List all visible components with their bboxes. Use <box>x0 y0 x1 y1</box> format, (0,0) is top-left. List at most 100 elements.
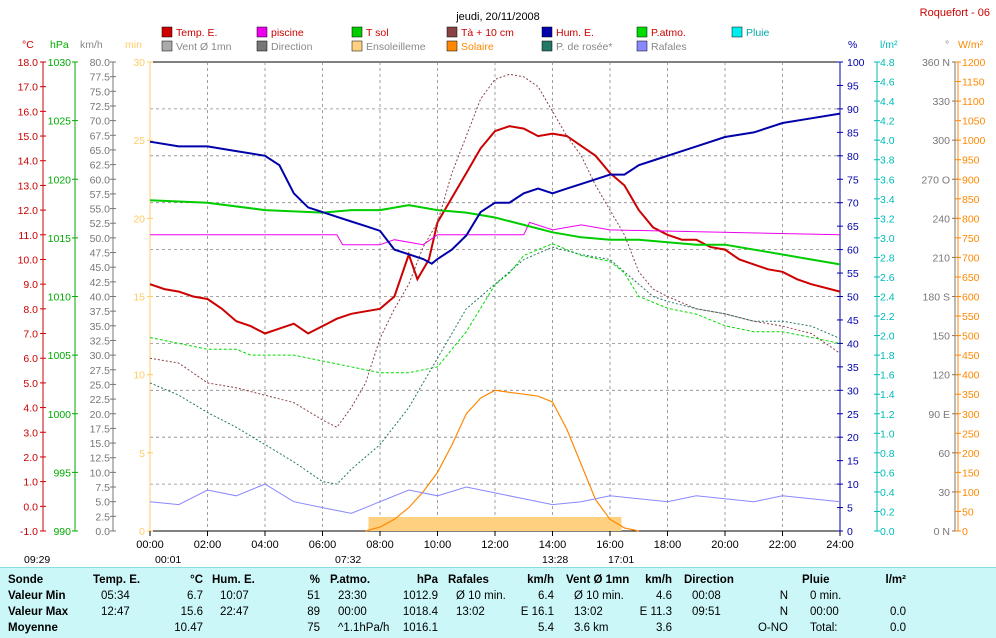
legend-swatch <box>636 40 648 52</box>
temp-axis-tick-label: 7.0 <box>23 329 38 341</box>
solar-axis-tick-label: 500 <box>962 331 980 343</box>
rain-axis-tick-label: 2.8 <box>880 252 895 264</box>
wind-axis-tick-label: 27.5 <box>90 365 111 377</box>
axis-unit: % <box>848 39 857 51</box>
wind-axis-tick-label: 0.0 <box>95 526 110 538</box>
hum-axis-tick-label: 15 <box>847 456 859 468</box>
temp-axis-tick-label: 13.0 <box>18 180 39 192</box>
stats-cell-value: 1012.9 <box>402 590 438 602</box>
rain-axis-tick-label: 4.6 <box>880 77 895 89</box>
stats-cell-value: N <box>779 590 788 602</box>
station-label: Roquefort - 06 <box>920 7 990 19</box>
min-axis-tick-label: 25 <box>133 135 145 147</box>
stats-cell-value: N <box>779 606 788 618</box>
pres-axis-tick-label: 995 <box>53 467 71 479</box>
sun-event-label: 17:01 <box>608 554 634 566</box>
pres-axis-tick-label: 1020 <box>48 174 72 186</box>
solar-axis-tick-label: 250 <box>962 428 980 440</box>
dir-axis-tick-label: 150 <box>932 331 950 343</box>
temp-axis-tick-label: 14.0 <box>18 156 39 168</box>
legend-label: Vent Ø 1mn <box>176 41 232 53</box>
wind-axis-tick-label: 12.5 <box>90 453 111 465</box>
stats-cell-time: Ø 10 min. <box>456 590 506 602</box>
solar-axis-tick-label: 850 <box>962 194 980 206</box>
rain-axis-tick-label: 0.6 <box>880 467 895 479</box>
pres-axis-tick-label: 1010 <box>48 292 72 304</box>
rain-axis-tick-label: 0.0 <box>880 526 895 538</box>
x-tick-label: 16:00 <box>596 539 624 551</box>
x-tick-label: 06:00 <box>309 539 337 551</box>
temp-axis-tick-label: 10.0 <box>18 254 39 266</box>
legend-swatch <box>161 40 173 52</box>
dir-axis-tick-label: 270 O <box>921 174 950 186</box>
wind-axis-tick-label: 77.5 <box>90 72 111 84</box>
solar-axis-tick-label: 950 <box>962 155 980 167</box>
temp-axis-tick-label: 17.0 <box>18 82 39 94</box>
legend-swatch <box>446 40 458 52</box>
min-axis-tick-label: 15 <box>133 292 145 304</box>
solar-axis-tick-label: 800 <box>962 213 980 225</box>
stats-header-unit: °C <box>190 574 203 586</box>
stats-cell-value: E 11.3 <box>639 606 672 618</box>
stats-header: Rafales <box>448 574 489 586</box>
hum-axis-tick-label: 80 <box>847 151 859 163</box>
hum-axis-tick-label: 100 <box>847 57 865 69</box>
stats-header: Pluie <box>802 574 830 586</box>
solar-axis-tick-label: 150 <box>962 467 980 479</box>
stats-cell-time: 00:00 <box>810 606 839 618</box>
axes: 18.0 17.0 16.0 15.0 14.0 13.0 12.0 11.0 10.0 9.0 8… <box>18 57 986 538</box>
stats-cell-value: 3.6 <box>656 622 672 634</box>
stats-cell-value: O-NO <box>757 622 788 634</box>
solar-axis-tick-label: 450 <box>962 350 980 362</box>
legend-swatch <box>161 26 173 38</box>
series-p-atmo- <box>149 243 841 374</box>
stats-cell-value: 5.4 <box>538 622 554 634</box>
wind-axis-tick-label: 67.5 <box>90 130 111 142</box>
wind-axis-tick-label: 52.5 <box>90 218 111 230</box>
dir-axis-tick-label: 300 <box>932 135 950 147</box>
legend-label: Tà + 10 cm <box>461 27 514 39</box>
pres-axis-tick-label: 1015 <box>48 233 72 245</box>
weather-chart: jeudi, 20/11/2008 Roquefort - 06 Temp. E… <box>17 7 990 566</box>
hum-axis-tick-label: 0 <box>847 526 853 538</box>
axis-unit: min <box>125 39 142 51</box>
legend-label: P.atmo. <box>651 27 686 39</box>
wind-axis-tick-label: 80.0 <box>90 57 111 69</box>
hum-axis-tick-label: 25 <box>847 409 859 421</box>
temp-axis-tick-label: 12.0 <box>18 205 39 217</box>
hum-axis-tick-label: 95 <box>847 80 859 92</box>
legend-label: P. de rosée* <box>556 41 612 53</box>
temp-axis-tick-label: 2.0 <box>23 452 38 464</box>
chart-title: jeudi, 20/11/2008 <box>455 11 540 23</box>
dir-axis-tick-label: 30 <box>938 487 950 499</box>
stats-cell-value: 4.6 <box>656 590 672 602</box>
legend-label: Hum. E. <box>556 27 594 39</box>
rain-axis-tick-label: 1.8 <box>880 350 895 362</box>
rain-axis-tick-label: 0.8 <box>880 448 895 460</box>
hum-axis-tick-label: 60 <box>847 245 859 257</box>
rain-axis-tick-label: 2.2 <box>880 311 895 323</box>
solar-axis-tick-label: 650 <box>962 272 980 284</box>
stats-col-rain: Pluie l/m² 0 min. 00:00 0.0 Total: 0.0 <box>802 572 906 636</box>
stats-header-unit: l/m² <box>885 574 906 586</box>
axis-unit: ° <box>945 39 949 51</box>
wind-axis-tick-label: 10.0 <box>90 467 111 479</box>
series-t-sol <box>149 199 841 266</box>
temp-axis-tick-label: 4.0 <box>23 403 38 415</box>
wind-axis-tick-label: 47.5 <box>90 248 111 260</box>
stats-cell-time: 13:02 <box>574 606 603 618</box>
legend: Temp. E. piscine T sol Tà + 10 cm Hum. E. P.a… <box>161 26 770 53</box>
series-t-10-cm <box>149 73 841 428</box>
wind-axis-tick-label: 7.5 <box>95 482 110 494</box>
sun-event-label: 07:32 <box>335 554 361 566</box>
temp-axis-tick-label: 5.0 <box>23 378 38 390</box>
series <box>149 73 841 532</box>
temp-axis-tick-label: 3.0 <box>23 427 38 439</box>
axis-unit: W/m² <box>958 39 984 51</box>
legend-swatch <box>446 26 458 38</box>
legend-swatch <box>636 26 648 38</box>
rain-axis-tick-label: 1.4 <box>880 389 895 401</box>
solar-axis-tick-label: 300 <box>962 409 980 421</box>
pres-axis-tick-label: 990 <box>53 526 71 538</box>
stats-cell-value: 0.0 <box>890 606 906 618</box>
